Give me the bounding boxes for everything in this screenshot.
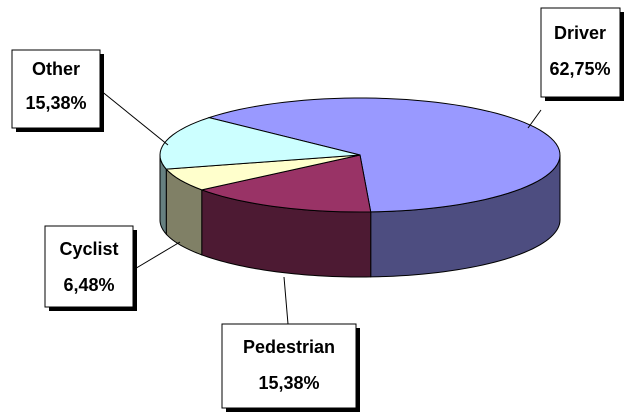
label-value: 6,48% <box>63 275 114 295</box>
label-category: Pedestrian <box>243 337 335 357</box>
leader-line <box>99 89 169 146</box>
label-category: Other <box>32 59 80 79</box>
label-value: 15,38% <box>258 373 319 393</box>
pie-slice <box>165 154 361 191</box>
pie <box>159 97 561 278</box>
label-pedestrian: Pedestrian 15,38% <box>221 323 360 412</box>
label-box <box>44 225 134 308</box>
label-box <box>540 7 621 98</box>
pie-slice <box>159 117 361 170</box>
label-value: 15,38% <box>25 93 86 113</box>
label-cyclist: Cyclist 6,48% <box>44 225 137 311</box>
leader-line <box>283 276 289 325</box>
label-box <box>221 323 357 409</box>
label-driver: Driver 62,75% <box>540 7 624 101</box>
pie-slice <box>207 97 561 213</box>
label-other: Other 15,38% <box>11 49 104 132</box>
label-value: 62,75% <box>549 59 610 79</box>
leader-line <box>132 241 181 271</box>
pie-slice <box>199 154 372 213</box>
label-category: Driver <box>554 23 606 43</box>
label-category: Cyclist <box>59 239 118 259</box>
label-box <box>11 49 101 129</box>
leader-line <box>527 109 542 129</box>
